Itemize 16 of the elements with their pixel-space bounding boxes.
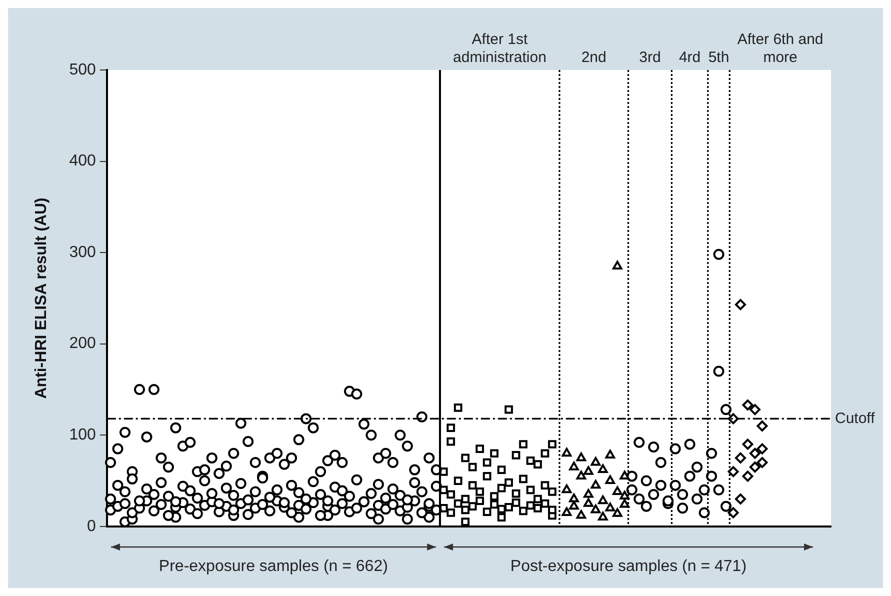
y-tick-label: 100 xyxy=(69,426,96,444)
ref-line-label: Cutoff xyxy=(835,410,876,427)
y-axis-title: Anti-HRI ELISA result (AU) xyxy=(33,198,50,399)
text: After 6th and more xyxy=(737,31,824,66)
text: 3rd xyxy=(639,49,661,66)
y-tick-label: 300 xyxy=(69,244,96,261)
text: 2nd xyxy=(581,49,606,66)
y-tick-label: 400 xyxy=(69,152,96,170)
y-tick-label: 500 xyxy=(69,61,96,78)
y-tick-label: 0 xyxy=(86,518,96,535)
text: 4rd xyxy=(678,49,701,66)
text: Post-exposure samples (n = 471) xyxy=(509,558,748,576)
text: Pre-exposure samples (n = 662) xyxy=(158,558,389,576)
text: 5th xyxy=(708,49,730,66)
text: After 1st administration xyxy=(453,31,546,66)
y-tick-label: 200 xyxy=(69,335,96,352)
